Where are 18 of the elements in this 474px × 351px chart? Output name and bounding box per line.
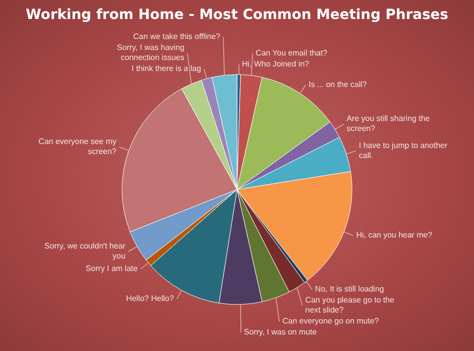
- slice-label: Sorry, I was having connection issues: [116, 42, 184, 62]
- slice-label: Can everyone see my screen?: [38, 137, 117, 156]
- slice-label: Can you please go to the next slide?: [305, 295, 395, 314]
- slice-label: I think there is a lag: [132, 64, 202, 73]
- slice-label: Sorry, we couldn't hear you: [44, 241, 126, 260]
- slice-label: I have to jump to another call.: [358, 140, 448, 160]
- slice-label: Hi, Who Joined in?: [242, 60, 310, 69]
- slice-label: Can we take this offline?: [133, 32, 221, 41]
- slice-label: Sorry I am late: [86, 264, 138, 274]
- slice-label: Sorry, I was on mute: [244, 327, 318, 336]
- chart-title: Working from Home - Most Common Meeting Phrases: [26, 7, 448, 23]
- slice-label: Are you still sharing the screen?: [346, 114, 430, 134]
- slice-label: No, It is still loading: [315, 284, 384, 294]
- slice-label: Hello? Hello?: [126, 294, 174, 304]
- slice-label: Can everyone go on mute?: [282, 316, 380, 326]
- slice-label: Can You email that?: [256, 48, 328, 58]
- slice-label: Hi, can you hear me?: [356, 230, 433, 240]
- slice-label: Is ... on the call?: [308, 80, 368, 90]
